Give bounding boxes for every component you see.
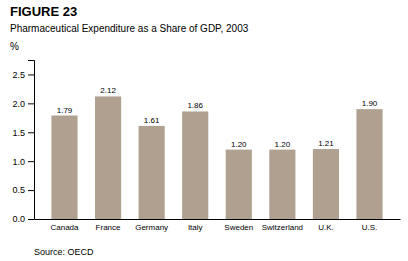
y-tick-mark bbox=[28, 103, 34, 104]
x-tick: France bbox=[96, 219, 121, 232]
y-tick-label: 1.5 bbox=[12, 128, 25, 138]
x-axis: Canada France Germany Italy Sweden Switzerlan… bbox=[35, 219, 401, 232]
data-label: 1.79 bbox=[57, 106, 73, 115]
bar bbox=[139, 126, 165, 219]
plot: 0.0 0.5 1.0 1.5 2.0 2.5 Canada France Germany Ita… bbox=[12, 61, 400, 232]
y-tick-label: 0.5 bbox=[12, 185, 25, 195]
data-label: 1.86 bbox=[187, 101, 203, 110]
x-tick: Germany bbox=[135, 219, 168, 232]
bar bbox=[182, 111, 208, 219]
y-axis-line bbox=[28, 61, 35, 220]
y-tick: 0.0 bbox=[12, 214, 34, 224]
data-labels: 1.79 2.12 1.61 1.86 1.20 1.20 1.21 1.90 bbox=[57, 86, 378, 148]
data-label: 1.61 bbox=[144, 116, 160, 125]
y-tick-mark bbox=[28, 190, 34, 191]
data-label: 2.12 bbox=[100, 86, 116, 95]
y-tick-mark bbox=[28, 161, 34, 162]
bar bbox=[313, 149, 339, 219]
x-tick: U.K. bbox=[318, 219, 334, 232]
bar bbox=[51, 116, 77, 219]
y-tick: 0.5 bbox=[12, 185, 34, 195]
x-tick-label: France bbox=[96, 223, 121, 232]
x-tick: Canada bbox=[50, 219, 79, 232]
x-tick-label: Switzerland bbox=[262, 223, 303, 232]
y-tick-label: 1.0 bbox=[12, 157, 25, 167]
y-axis-label: % bbox=[10, 41, 19, 52]
x-tick-label: U.K. bbox=[318, 223, 334, 232]
y-tick-mark bbox=[28, 74, 34, 75]
bar bbox=[269, 150, 295, 219]
x-tick-label: Italy bbox=[188, 223, 203, 232]
x-axis-line bbox=[35, 219, 401, 220]
data-label: 1.20 bbox=[231, 140, 247, 149]
y-tick-mark bbox=[28, 132, 34, 133]
y-tick: 2.0 bbox=[12, 99, 34, 109]
bar bbox=[95, 96, 121, 219]
data-label: 1.21 bbox=[318, 139, 334, 148]
bar bbox=[226, 150, 252, 219]
x-tick-label: U.S. bbox=[362, 223, 378, 232]
title: FIGURE 23 bbox=[10, 4, 77, 19]
subtitle: Pharmaceutical Expenditure as a Share of… bbox=[10, 23, 249, 34]
y-tick: 1.0 bbox=[12, 157, 34, 167]
chart: FIGURE 23 Pharmaceutical Expenditure as a… bbox=[0, 0, 408, 261]
data-label: 1.90 bbox=[362, 99, 378, 108]
y-tick-label: 0.0 bbox=[12, 214, 25, 224]
x-tick-label: Sweden bbox=[224, 223, 253, 232]
y-tick: 2.5 bbox=[12, 70, 34, 80]
y-tick-label: 2.5 bbox=[12, 70, 25, 80]
x-tick: Sweden bbox=[224, 219, 253, 232]
y-axis: 0.0 0.5 1.0 1.5 2.0 2.5 bbox=[12, 61, 34, 225]
y-tick-label: 2.0 bbox=[12, 99, 25, 109]
bar bbox=[356, 109, 382, 219]
x-tick: Switzerland bbox=[262, 219, 303, 232]
x-tick-label: Canada bbox=[50, 223, 79, 232]
bars bbox=[51, 96, 382, 219]
x-tick: U.S. bbox=[362, 219, 378, 232]
y-tick: 1.5 bbox=[12, 128, 34, 138]
x-tick-label: Germany bbox=[135, 223, 168, 232]
source: Source: OECD bbox=[34, 247, 94, 257]
y-tick-mark bbox=[28, 219, 34, 220]
x-tick: Italy bbox=[188, 219, 203, 232]
data-label: 1.20 bbox=[275, 140, 291, 149]
